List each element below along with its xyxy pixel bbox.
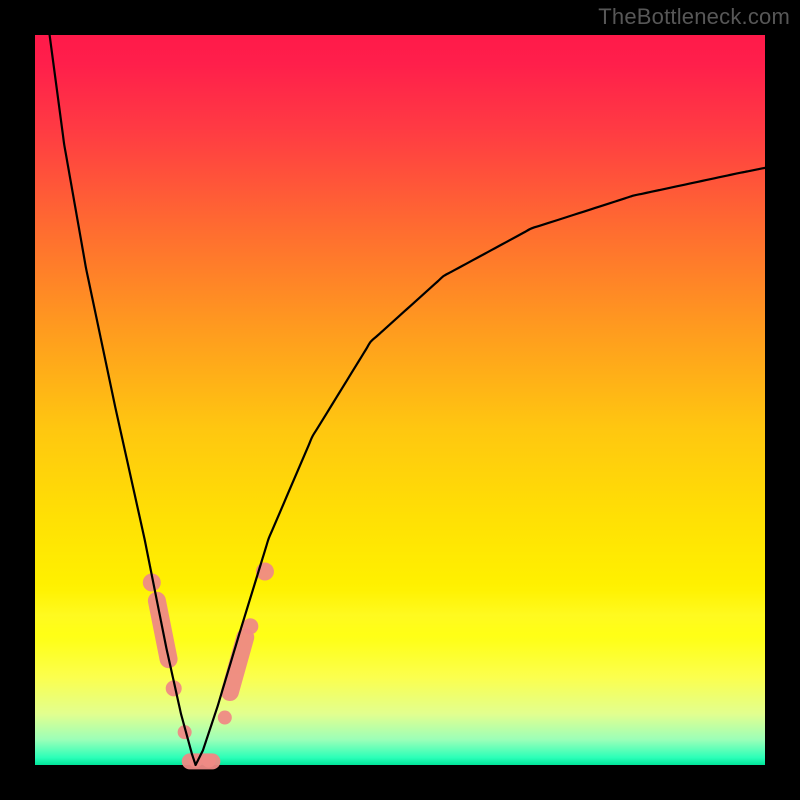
marker-dot [218,711,232,725]
marker-dot [242,618,258,634]
bottleneck-chart [0,0,800,800]
watermark-text: TheBottleneck.com [598,4,790,30]
marker-dot [202,754,216,768]
plot-background [35,35,765,765]
plot-group [35,35,765,768]
soft-band [35,590,765,641]
chart-root: TheBottleneck.com [0,0,800,800]
